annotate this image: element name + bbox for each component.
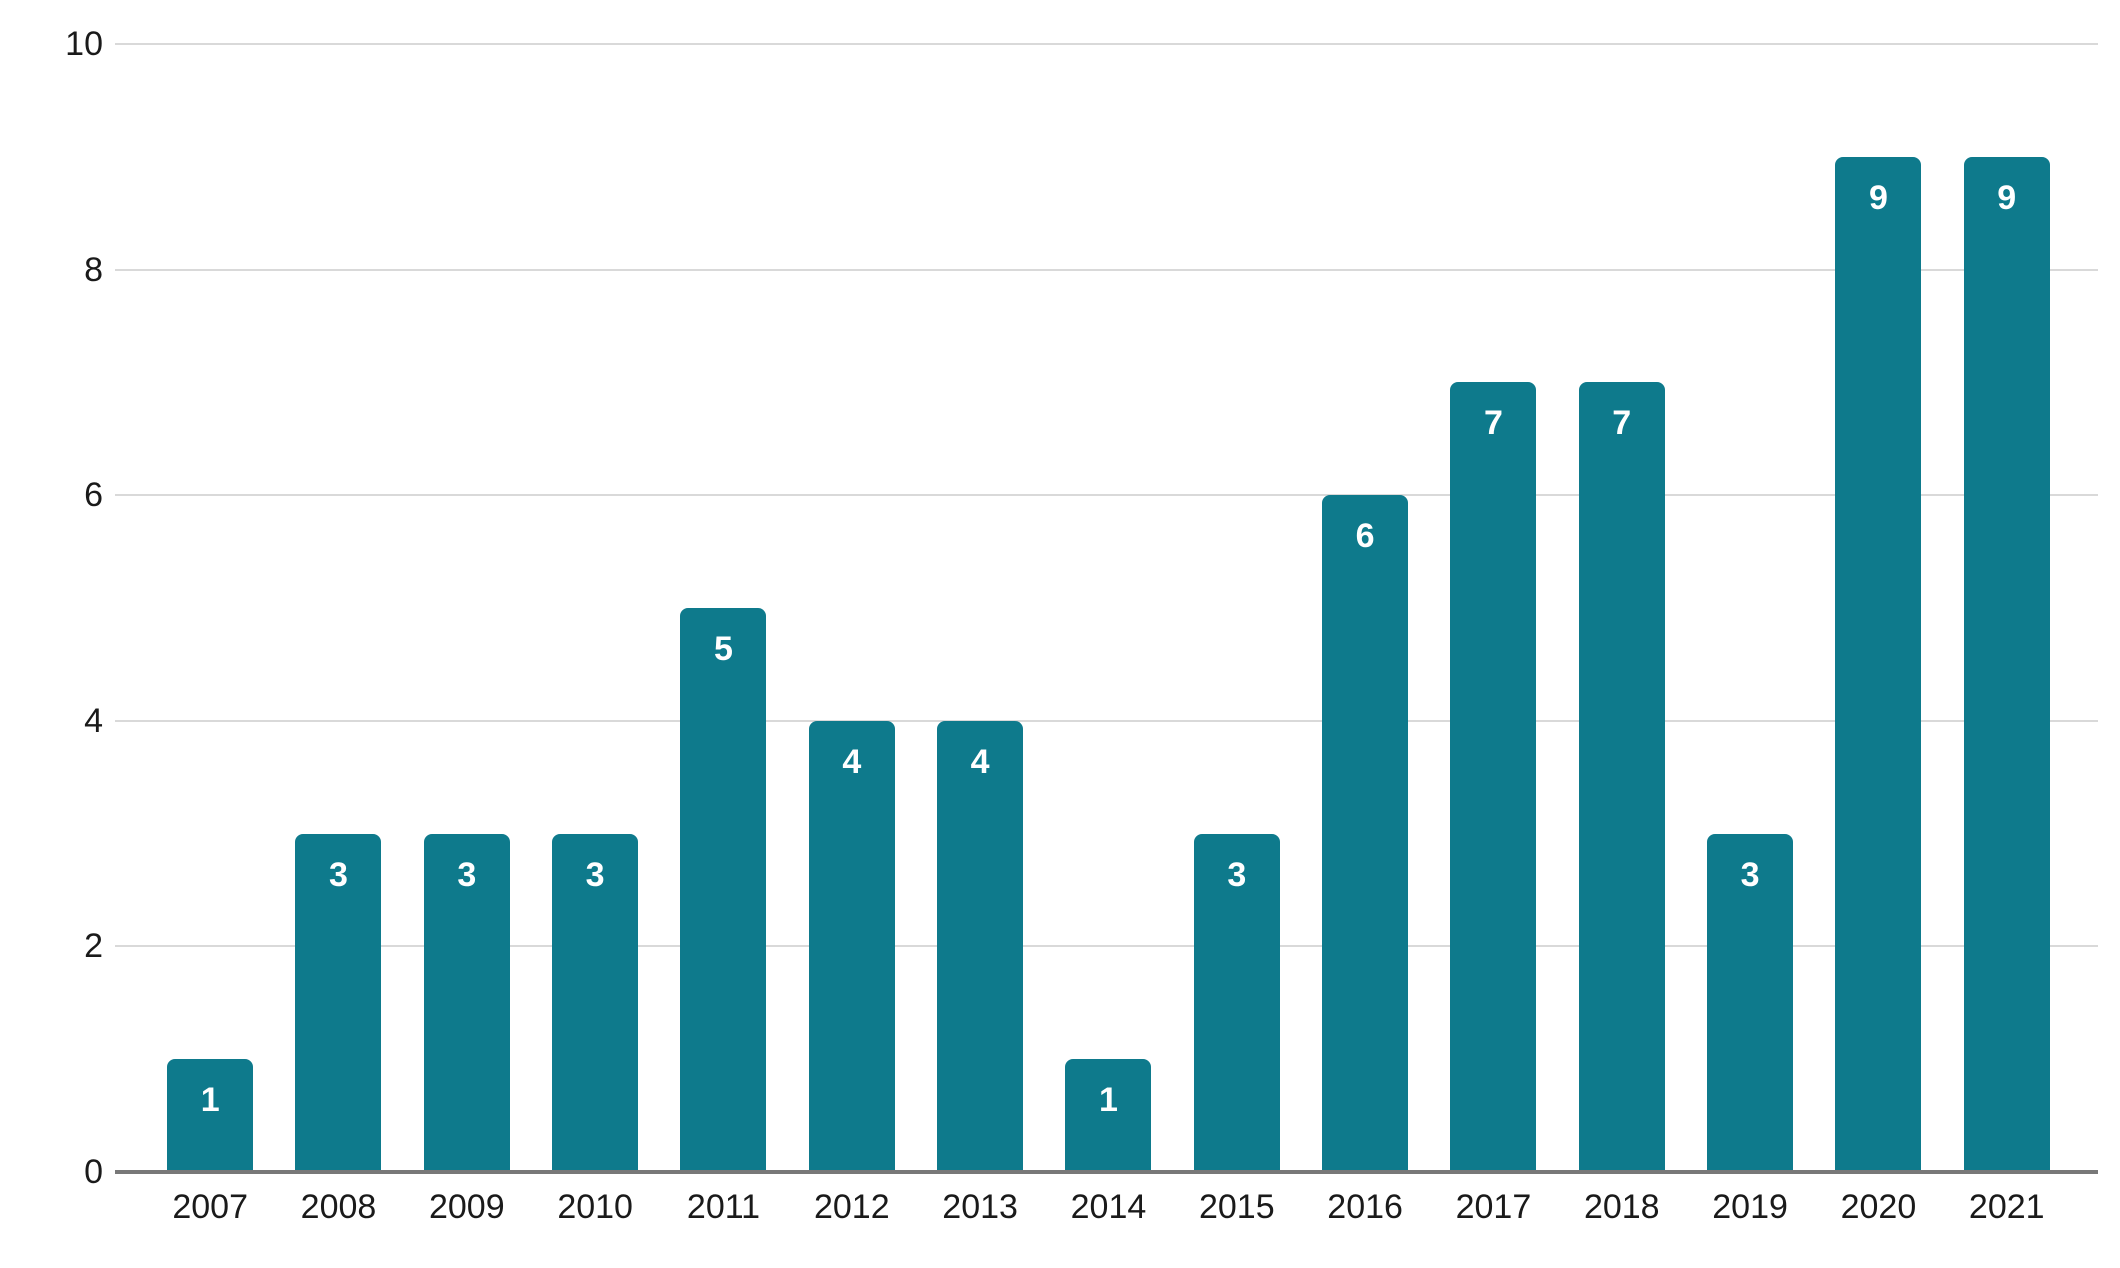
x-tick-label: 2014 bbox=[1070, 1188, 1147, 1226]
gridline-y10 bbox=[115, 43, 2098, 45]
bar-column-2011: 5 2011 bbox=[659, 44, 787, 1226]
x-tick-label: 2020 bbox=[1840, 1188, 1917, 1226]
x-tick-label: 2011 bbox=[686, 1188, 761, 1226]
bar-2007: 1 bbox=[167, 1059, 254, 1172]
bar-column-2012: 4 2012 bbox=[788, 44, 916, 1226]
bar-value-label: 9 bbox=[1868, 179, 1888, 217]
bar-column-2018: 7 2018 bbox=[1558, 44, 1686, 1226]
x-tick-label: 2010 bbox=[557, 1188, 633, 1226]
gridline-y6 bbox=[115, 494, 2098, 497]
bar-column-2016: 6 2016 bbox=[1301, 44, 1429, 1226]
bar-column-2009: 3 2009 bbox=[403, 44, 531, 1226]
x-tick-label: 2012 bbox=[813, 1188, 890, 1226]
bar-2010: 3 bbox=[552, 834, 639, 1172]
bar-2011: 5 bbox=[680, 608, 767, 1172]
bar-column-2007: 1 2007 bbox=[146, 44, 274, 1226]
bar-value-label: 3 bbox=[329, 856, 348, 894]
plot-area: 1 2007 3 2008 3 2009 3 2010 5 2011 4 2012 4 2013 1 2014… bbox=[115, 43, 2098, 1226]
y-tick-label: 2 bbox=[84, 927, 103, 966]
bars-container: 1 2007 3 2008 3 2009 3 2010 5 2011 4 2012 4 2013 1 2014… bbox=[146, 44, 2071, 1226]
bar-value-label: 1 bbox=[200, 1081, 220, 1119]
y-tick-label: 0 bbox=[84, 1153, 103, 1191]
x-tick-label: 2021 bbox=[1968, 1188, 2045, 1226]
bar-value-label: 4 bbox=[970, 743, 990, 781]
x-axis-baseline bbox=[115, 1170, 2098, 1174]
gridline-y2 bbox=[115, 945, 2098, 948]
y-axis: 0 2 4 6 8 10 bbox=[0, 25, 103, 1191]
bar-value-label: 5 bbox=[714, 630, 733, 668]
y-tick-label: 6 bbox=[84, 476, 103, 515]
bar-2018: 7 bbox=[1578, 382, 1665, 1172]
x-tick-label: 2007 bbox=[172, 1188, 248, 1226]
bar-column-2020: 9 2020 bbox=[1814, 44, 1942, 1226]
bar-column-2010: 3 2010 bbox=[531, 44, 659, 1226]
bar-2008: 3 bbox=[295, 834, 382, 1172]
bar-value-label: 7 bbox=[1483, 404, 1503, 442]
x-tick-label: 2015 bbox=[1198, 1188, 1275, 1226]
x-tick-label: 2009 bbox=[428, 1188, 505, 1226]
x-tick-label: 2013 bbox=[942, 1188, 1018, 1226]
bar-column-2013: 4 2013 bbox=[916, 44, 1044, 1226]
bar-value-label: 7 bbox=[1612, 404, 1632, 442]
bar-2021: 9 bbox=[1963, 157, 2050, 1172]
bar-column-2021: 9 2021 bbox=[1943, 44, 2071, 1226]
bar-2019: 3 bbox=[1707, 834, 1794, 1172]
y-tick-label: 4 bbox=[84, 701, 103, 740]
bar-column-2017: 7 2017 bbox=[1429, 44, 1557, 1226]
bar-2016: 6 bbox=[1322, 495, 1409, 1172]
bar-value-label: 3 bbox=[457, 856, 477, 894]
bar-2012: 4 bbox=[808, 721, 895, 1172]
bar-2015: 3 bbox=[1193, 834, 1280, 1172]
y-tick-label: 10 bbox=[65, 25, 103, 63]
bar-column-2008: 3 2008 bbox=[274, 44, 402, 1226]
bar-value-label: 6 bbox=[1355, 517, 1375, 555]
bar-column-2015: 3 2015 bbox=[1173, 44, 1301, 1226]
bar-value-label: 1 bbox=[1098, 1081, 1118, 1119]
bar-column-2019: 3 2019 bbox=[1686, 44, 1814, 1226]
y-tick-label: 8 bbox=[84, 250, 103, 289]
x-tick-label: 2008 bbox=[300, 1188, 377, 1226]
x-tick-label: 2016 bbox=[1327, 1188, 1403, 1226]
bar-value-label: 3 bbox=[1227, 856, 1247, 894]
x-tick-label: 2018 bbox=[1583, 1188, 1660, 1226]
x-tick-label: 2017 bbox=[1455, 1188, 1532, 1226]
gridline-y4 bbox=[115, 719, 2098, 722]
bar-2020: 9 bbox=[1835, 157, 1922, 1172]
bar-value-label: 3 bbox=[1740, 856, 1760, 894]
bar-value-label: 3 bbox=[585, 856, 605, 894]
bar-value-label: 4 bbox=[842, 743, 862, 781]
bar-2013: 4 bbox=[937, 721, 1024, 1172]
bar-2014: 1 bbox=[1065, 1059, 1152, 1172]
bar-2017: 7 bbox=[1450, 382, 1537, 1172]
x-tick-label: 2019 bbox=[1712, 1188, 1788, 1226]
gridline-y8 bbox=[115, 268, 2098, 271]
bar-column-2014: 1 2014 bbox=[1044, 44, 1172, 1226]
bar-2009: 3 bbox=[423, 834, 510, 1172]
bar-value-label: 9 bbox=[1997, 179, 2017, 217]
